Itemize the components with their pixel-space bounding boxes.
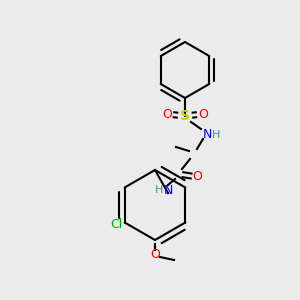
Text: N: N — [202, 128, 212, 140]
Text: O: O — [192, 170, 202, 184]
Text: O: O — [162, 107, 172, 121]
Text: S: S — [180, 109, 190, 123]
Text: Cl: Cl — [111, 218, 123, 231]
Text: O: O — [150, 248, 160, 260]
Text: H: H — [212, 130, 220, 140]
Text: N: N — [163, 184, 173, 196]
Text: O: O — [198, 107, 208, 121]
Text: H: H — [155, 185, 163, 195]
